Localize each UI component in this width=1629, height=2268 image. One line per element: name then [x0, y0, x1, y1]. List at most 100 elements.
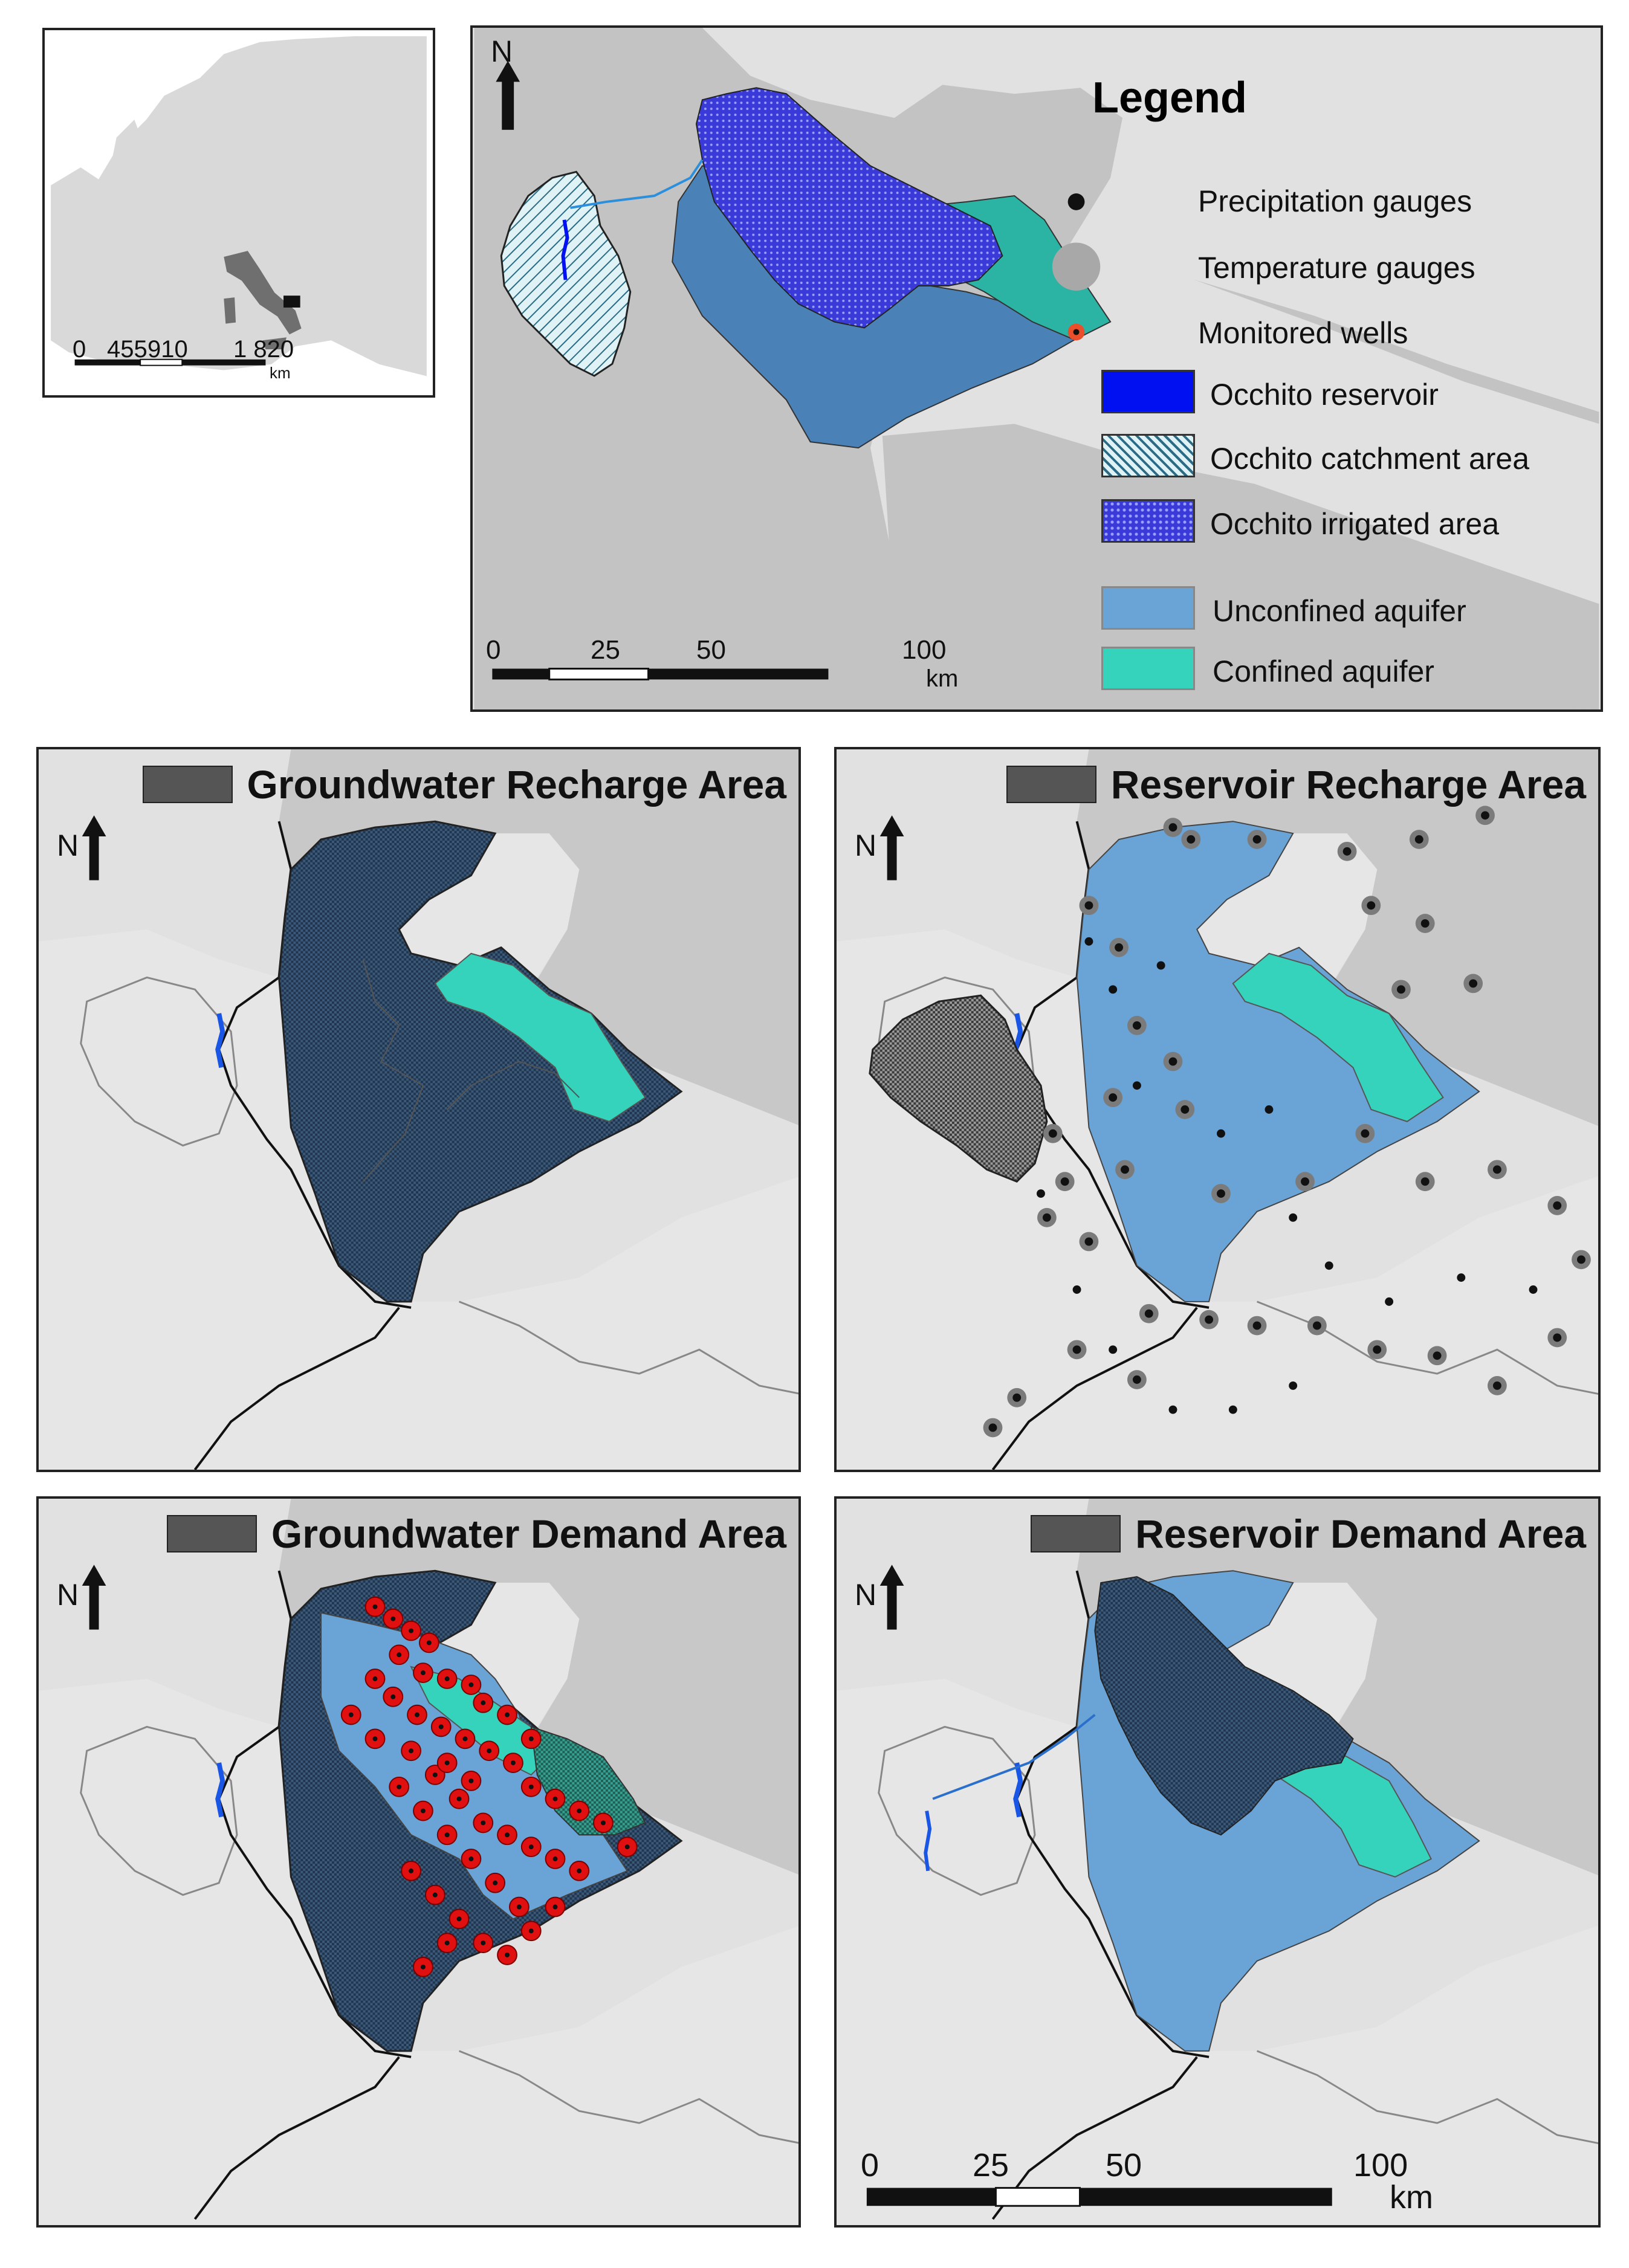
- monitored-well-center: [528, 1844, 534, 1850]
- north-arrow-head: [82, 815, 106, 837]
- legend-confined-aquifer: Confined aquifer: [1213, 654, 1434, 688]
- monitored-well-center: [444, 1760, 450, 1766]
- precipitation-gauge: [1109, 1345, 1118, 1354]
- precipitation-gauge: [1312, 1321, 1321, 1330]
- catchment-outline: [80, 1725, 238, 1896]
- precipitation-gauge: [1289, 1213, 1298, 1222]
- rr-unconfined-aquifer: [1076, 821, 1480, 1302]
- legend-swatch-unconfined: [1101, 586, 1195, 630]
- north-arrow-shaft: [887, 1585, 897, 1630]
- precipitation-gauge: [1420, 1177, 1430, 1186]
- rr-title-swatch: [1006, 766, 1096, 803]
- occhito-reservoir: [215, 1762, 225, 1818]
- precipitation-gauge: [1042, 1213, 1051, 1222]
- monitored-well-center: [444, 1940, 450, 1946]
- north-arrow-head: [82, 1565, 106, 1586]
- monitored-well-center: [577, 1808, 582, 1814]
- precipitation-gauge: [1187, 835, 1196, 844]
- monitored-well-center: [420, 1670, 426, 1676]
- sardinia: [224, 297, 236, 324]
- precipitation-gauge: [1457, 1273, 1466, 1282]
- main-scale-unit: km: [926, 665, 959, 692]
- rr-map-svg: [837, 749, 1598, 1470]
- precipitation-gauge: [1132, 1081, 1141, 1090]
- precipitation-gauge: [1168, 823, 1177, 832]
- monitored-well-center: [493, 1880, 498, 1885]
- legend: Legend Precipitation gauges Temperature …: [473, 28, 1601, 709]
- europe-inset-svg: [45, 30, 433, 395]
- monitored-well-center: [348, 1712, 354, 1717]
- gd-panel-title: Groundwater Demand Area: [271, 1511, 786, 1556]
- monitored-well-center: [600, 1820, 606, 1826]
- monitored-well-center: [444, 1676, 450, 1681]
- rd-scale-100: 100: [1353, 2147, 1408, 2183]
- monitored-well-center: [420, 1808, 426, 1814]
- legend-occhito-reservoir: Occhito reservoir: [1210, 378, 1439, 412]
- rr-title-group: Reservoir Recharge Area: [1006, 761, 1586, 807]
- precipitation-gauge: [1012, 1393, 1022, 1402]
- province-border: [459, 2050, 798, 2144]
- precipitation-gauge: [1084, 937, 1093, 946]
- rr-north-label: N: [855, 829, 877, 862]
- monitored-well-center: [456, 1796, 462, 1801]
- monitored-well-center: [415, 1712, 419, 1717]
- rd-scale-unit: km: [1390, 2179, 1433, 2215]
- legend-swatch-confined: [1101, 647, 1195, 690]
- precipitation-gauge: [1252, 835, 1261, 844]
- gd-north-label: N: [57, 1578, 79, 1612]
- gd-title-swatch: [166, 1515, 257, 1552]
- monitored-well-center: [409, 1748, 414, 1754]
- gr-title-swatch: [142, 766, 233, 803]
- monitored-well-center: [409, 1628, 414, 1633]
- catchment-outline: [878, 1725, 1036, 1896]
- precipitation-gauge: [1289, 1381, 1298, 1390]
- rd-demand-area: [1094, 1576, 1354, 1836]
- precipitation-gauge: [1121, 1165, 1129, 1174]
- monitored-well-center: [577, 1868, 582, 1873]
- precipitation-gauge: [1168, 1057, 1177, 1066]
- north-arrow-head: [879, 1565, 904, 1586]
- gargano-promontory: [1173, 821, 1378, 978]
- precipitation-gauge: [1168, 1405, 1177, 1414]
- monitored-well-center: [624, 1844, 630, 1850]
- rr-confined-aquifer: [1232, 952, 1444, 1122]
- gr-north-label: N: [57, 829, 79, 862]
- gd-wells: [340, 1596, 638, 1977]
- occhito-reservoir: [561, 219, 569, 280]
- precipitation-gauge: [988, 1423, 997, 1432]
- north-arrow-head: [879, 815, 904, 837]
- monitored-well-center: [456, 1916, 462, 1922]
- europe-inset-map: 0 455 910 1 820 km: [42, 28, 435, 398]
- inland-region: [39, 929, 798, 1470]
- precipitation-gauge: [1072, 1285, 1081, 1294]
- precipitation-gauge: [1324, 1261, 1333, 1270]
- panel-reservoir-recharge: Reservoir Recharge Area N: [834, 747, 1601, 1472]
- legend-monitored-wells: Monitored wells: [1198, 316, 1408, 350]
- precipitation-gauge: [1156, 961, 1165, 970]
- legend-title: Legend: [1092, 74, 1248, 122]
- precipitation-gauge: [1361, 1129, 1370, 1138]
- monitored-well-center: [552, 1904, 558, 1910]
- main-scale-25: 25: [591, 635, 620, 665]
- precipitation-gauge: [1048, 1129, 1057, 1138]
- main-scale-100: 100: [902, 635, 947, 665]
- precipitation-gauge: [1109, 1093, 1118, 1102]
- monitored-well-center: [390, 1616, 396, 1621]
- inland-region: [837, 1679, 1598, 2225]
- precipitation-gauge: [1577, 1255, 1585, 1264]
- precipitation-gauge: [1109, 985, 1118, 994]
- rd-scale-bar: [866, 2186, 1332, 2207]
- legend-temp-gauges: Temperature gauges: [1198, 251, 1475, 285]
- main-scale-50: 50: [696, 635, 726, 665]
- rd-title-swatch: [1031, 1515, 1121, 1552]
- precipitation-gauge: [1144, 1309, 1153, 1318]
- north-arrow-shaft: [89, 835, 99, 880]
- precipitation-gauge: [1037, 1189, 1045, 1198]
- monitored-well-center: [468, 1778, 474, 1783]
- province-border: [458, 1300, 798, 1395]
- rd-scale-50: 50: [1106, 2147, 1142, 2183]
- rd-title-group: Reservoir Demand Area: [1031, 1511, 1586, 1557]
- monitored-well-center: [552, 1856, 558, 1862]
- precipitation-gauge: [1342, 847, 1352, 856]
- irrigated-area: [695, 87, 1003, 329]
